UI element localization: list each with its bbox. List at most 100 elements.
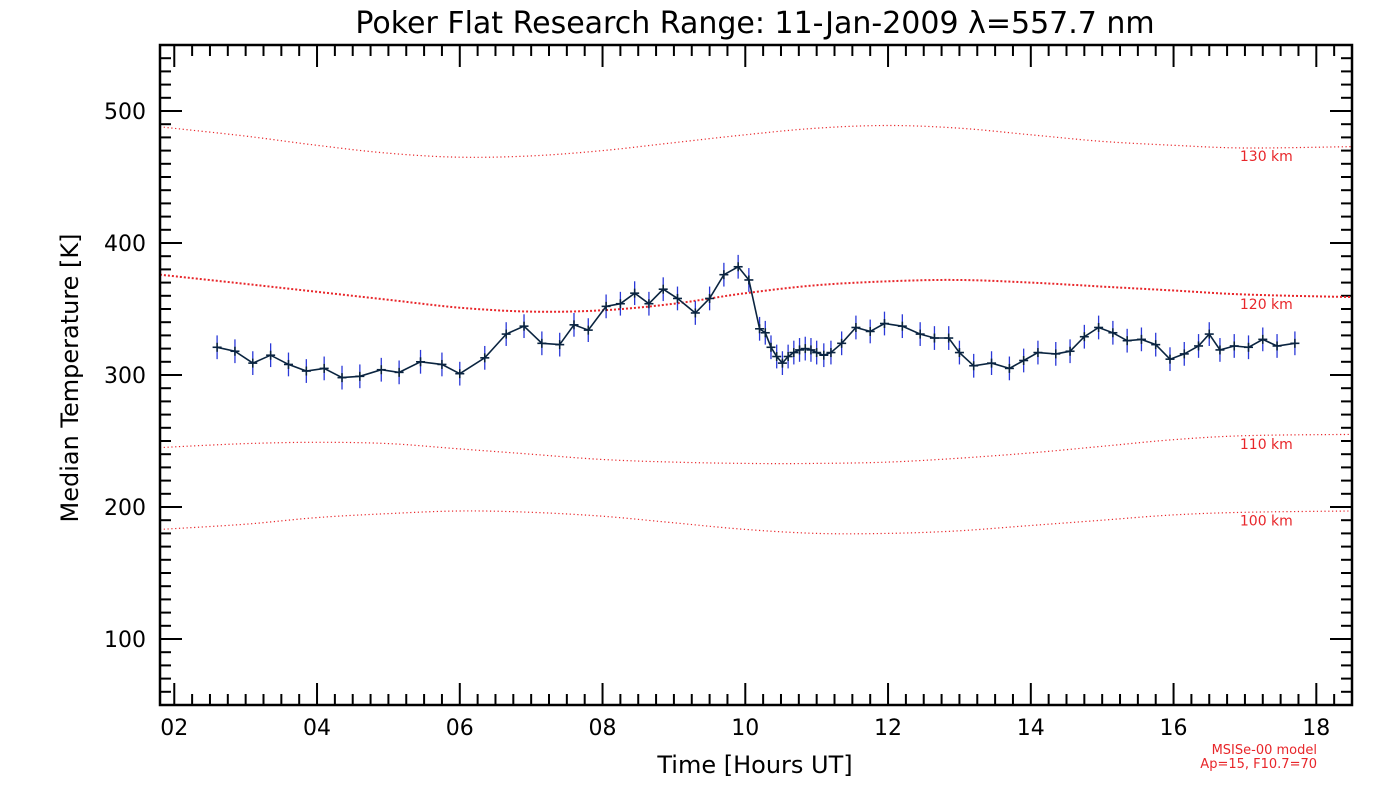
x-tick-label-7: 16 (1160, 716, 1188, 741)
data-point-48 (879, 319, 889, 329)
data-point-75 (1272, 341, 1282, 351)
data-point-34 (766, 342, 776, 352)
model-label-3: 100 km (1240, 513, 1293, 529)
y-axis-label: Median Temperature [K] (56, 233, 84, 522)
x-tick-label-8: 18 (1302, 716, 1330, 741)
data-point-57 (1019, 355, 1029, 365)
y-tick-label-2: 300 (104, 364, 146, 389)
data-point-65 (1136, 334, 1146, 344)
model-curve-110-km (159, 433, 1353, 465)
data-point-73 (1244, 342, 1254, 352)
data-series (212, 254, 1300, 390)
model-curve-100-km (159, 510, 1353, 535)
model-label-2: 110 km (1240, 437, 1293, 453)
model-label-0: 130 km (1240, 149, 1293, 165)
data-point-36 (777, 358, 787, 368)
y-tick-label-1: 200 (104, 496, 146, 521)
data-point-61 (1079, 332, 1089, 342)
data-point-53 (954, 348, 964, 358)
data-point-12 (437, 359, 447, 369)
data-point-28 (705, 293, 715, 303)
data-point-8 (355, 371, 365, 381)
data-point-56 (1004, 363, 1014, 373)
data-point-71 (1215, 345, 1225, 355)
x-tick-label-5: 12 (874, 716, 902, 741)
data-point-9 (376, 365, 386, 375)
data-point-47 (865, 326, 875, 336)
data-point-50 (915, 329, 925, 339)
data-point-23 (630, 288, 640, 298)
plot-frame (158, 43, 1354, 707)
data-point-14 (480, 353, 490, 363)
data-point-42 (812, 348, 822, 358)
data-point-72 (1229, 341, 1239, 351)
data-point-43 (819, 350, 829, 360)
chart-title: Poker Flat Research Range: 11-Jan-2009 λ… (355, 6, 1154, 41)
data-point-66 (1151, 340, 1161, 350)
data-point-45 (837, 338, 847, 348)
data-point-62 (1094, 322, 1104, 332)
data-point-15 (501, 329, 511, 339)
data-point-1 (230, 346, 240, 356)
data-point-11 (416, 357, 426, 367)
data-point-26 (672, 293, 682, 303)
data-point-25 (658, 284, 668, 294)
model-annotation-line-1: MSISe-00 model (1212, 743, 1317, 758)
data-point-31 (744, 275, 754, 285)
data-point-39 (795, 345, 805, 355)
x-tick-label-6: 14 (1017, 716, 1045, 741)
data-point-22 (615, 299, 625, 309)
data-point-70 (1204, 329, 1214, 339)
data-point-20 (583, 325, 593, 335)
data-point-59 (1051, 349, 1061, 359)
data-point-68 (1179, 349, 1189, 359)
data-point-40 (800, 344, 810, 354)
data-point-64 (1122, 336, 1132, 346)
x-tick-label-0: 02 (160, 716, 188, 741)
data-point-21 (601, 301, 611, 311)
data-point-19 (569, 320, 579, 330)
x-axis-label: Time [Hours UT] (656, 751, 852, 779)
data-point-17 (537, 338, 547, 348)
data-point-6 (319, 363, 329, 373)
data-point-67 (1165, 354, 1175, 364)
data-point-2 (248, 358, 258, 368)
data-point-35 (772, 352, 782, 362)
data-point-10 (394, 367, 404, 377)
data-point-27 (690, 308, 700, 318)
x-tick-label-3: 08 (589, 716, 617, 741)
data-point-52 (944, 333, 954, 343)
data-point-32 (755, 324, 765, 334)
data-point-60 (1065, 346, 1075, 356)
data-point-37 (783, 352, 793, 362)
data-point-38 (789, 348, 799, 358)
data-point-46 (851, 322, 861, 332)
axis-ticks: 02 04 06 08 10 12 14 16 18 100 200 300 400 500 (104, 44, 1353, 741)
x-tick-label-2: 06 (446, 716, 474, 741)
data-point-41 (806, 345, 816, 355)
data-point-49 (897, 321, 907, 331)
y-tick-label-4: 500 (104, 100, 146, 125)
model-annotation-line-2: Ap=15, F10.7=70 (1200, 757, 1317, 772)
data-point-33 (760, 328, 770, 338)
data-point-7 (337, 373, 347, 383)
data-point-5 (301, 366, 311, 376)
y-tick-label-0: 100 (104, 628, 146, 653)
data-point-58 (1033, 348, 1043, 358)
data-point-0 (212, 342, 222, 352)
model-curve-120-km (159, 273, 1353, 313)
data-point-76 (1290, 338, 1300, 348)
data-point-51 (929, 333, 939, 343)
data-point-4 (283, 359, 293, 369)
model-curves: 130 km 120 km 110 km 100 km (159, 124, 1353, 535)
y-tick-label-3: 400 (104, 232, 146, 257)
data-point-55 (987, 358, 997, 368)
data-point-74 (1258, 334, 1268, 344)
data-point-63 (1108, 328, 1118, 338)
data-point-24 (644, 299, 654, 309)
x-tick-label-4: 10 (731, 716, 759, 741)
data-point-13 (455, 369, 465, 379)
data-point-29 (719, 270, 729, 280)
data-point-18 (555, 340, 565, 350)
